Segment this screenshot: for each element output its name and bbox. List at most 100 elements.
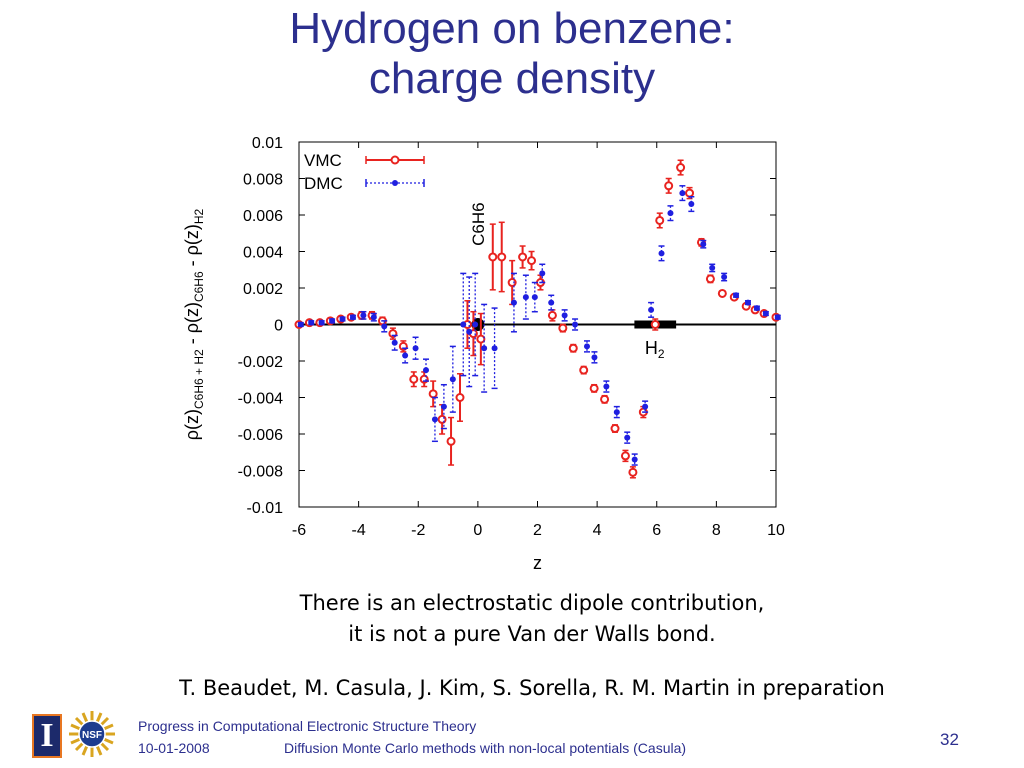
dmc-point [491,345,498,352]
y-tick-label: -0.008 [238,464,283,481]
y-axis-label-part: - ρ(z) [182,224,202,271]
vmc-point [685,188,695,198]
vmc-point [705,274,715,284]
illinois-logo-letter: I [40,717,54,754]
dmc-point [308,319,315,326]
dmc-point [688,201,695,208]
dmc-point [648,306,655,313]
footer-title: Progress in Computational Electronic Str… [138,718,477,734]
nsf-logo: NSF [69,711,115,757]
dmc-point [658,250,665,257]
dmc-point [753,305,760,312]
dmc-point [613,409,620,416]
dmc-point [572,321,579,328]
nsf-logo-text: NSF [82,730,102,741]
vmc-point [558,323,568,333]
dmc-point [631,456,638,463]
y-axis-label-part: ρ(z) [182,409,202,440]
dmc-point [360,312,367,319]
vmc-point [455,393,465,402]
dmc-point [297,321,304,328]
dmc-point [583,343,590,350]
note-line1: There is an electrostatic dipole contrib… [299,591,765,615]
dmc-point [548,299,555,306]
slide-title-line2: charge density [368,54,656,103]
y-tick-label: -0.006 [238,427,283,444]
vmc-point [600,394,610,404]
benzene-label: C6H6 [469,202,488,245]
dmc-point [700,241,707,248]
dmc-point [624,434,631,441]
legend-marker-vmc [390,155,400,165]
dmc-point [349,314,356,321]
nsf-logo-globe [78,720,106,748]
dmc-point [561,312,568,319]
dipole-note: There is an electrostatic dipole contrib… [0,588,1024,650]
dmc-point [510,299,517,306]
footer-subtitle: Diffusion Monte Carlo methods with non-l… [284,740,687,756]
dmc-point [402,352,409,359]
y-tick-label: -0.002 [238,354,283,371]
dmc-point [721,274,728,281]
vmc-point [507,278,517,288]
illinois-logo: I [32,714,62,758]
vmc-point [676,163,686,173]
x-tick-label: 10 [767,522,785,539]
dmc-point [423,367,430,374]
vmc-point [579,365,589,375]
y-tick-label: 0 [274,318,283,335]
vmc-point [437,414,447,424]
vmc-point [409,374,419,384]
vmc-point [527,256,537,266]
dmc-point [381,323,388,330]
x-tick-label: 2 [533,522,542,539]
y-axis-label-part: H2 [192,208,206,224]
dmc-point [339,316,346,323]
y-axis-label-part: C6H6 [192,271,206,302]
h2-label-subscript: 2 [658,347,665,361]
vmc-point [547,310,557,320]
vmc-point [650,320,660,329]
dmc-point [370,314,377,321]
x-tick-label: -4 [352,522,366,539]
dmc-point [603,383,610,390]
vmc-point [620,451,630,461]
vmc-point [518,252,528,262]
dmc-point [481,345,488,352]
y-axis-label-part: C6H6 + H2 [192,349,206,409]
dmc-point [531,294,538,301]
vmc-point [628,467,638,477]
slide-title: Hydrogen on benzene: charge density [0,4,1024,104]
slide-title-line1: Hydrogen on benzene: [289,4,735,53]
dmc-point [449,376,456,383]
dmc-point [329,317,336,324]
dmc-point [774,314,781,321]
dmc-point [539,270,546,277]
dmc-point [744,299,751,306]
vmc-point [655,215,665,225]
vmc-point [428,389,438,399]
legend-label-dmc: DMC [304,174,343,193]
legend-label-vmc: VMC [304,151,342,170]
dmc-point [733,292,740,299]
dmc-point [591,354,598,361]
x-tick-label: -6 [292,522,306,539]
dmc-point [642,403,649,410]
y-axis-label-part: - ρ(z) [182,302,202,349]
dmc-point [679,190,686,197]
vmc-point [497,252,507,262]
page-number: 32 [940,730,959,749]
legend-marker-dmc [392,180,398,186]
dmc-point [412,345,419,352]
dmc-point [522,294,529,301]
y-tick-label: 0.004 [243,245,283,262]
footer [0,708,1024,768]
x-tick-label: 4 [593,522,602,539]
x-tick-label: -2 [411,522,425,539]
dmc-point [667,210,674,217]
x-tick-label: 0 [473,522,482,539]
x-tick-label: 8 [712,522,721,539]
y-tick-label: 0.01 [252,135,283,152]
vmc-point [568,343,578,353]
dmc-point [709,264,716,271]
